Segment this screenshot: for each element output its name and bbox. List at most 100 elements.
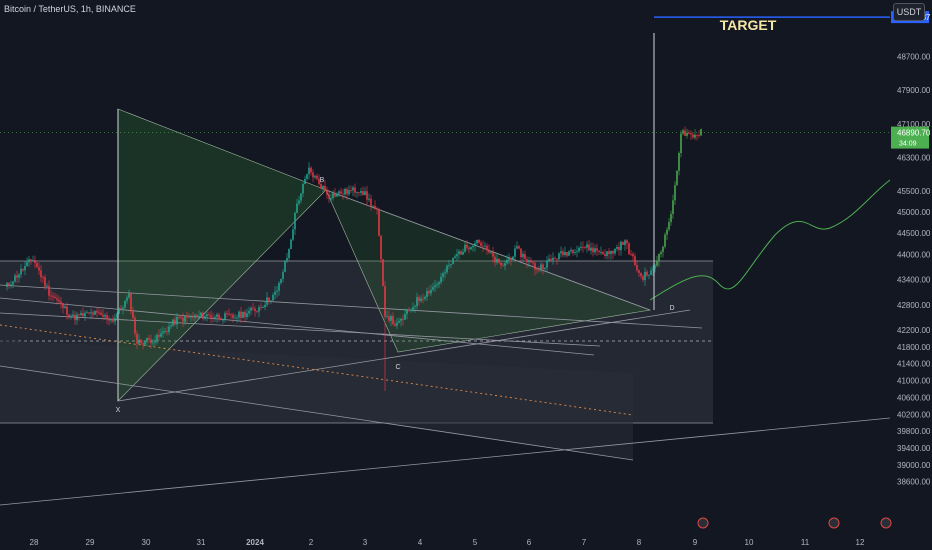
candle-body [22,268,24,271]
candle-body [280,278,282,283]
candle-body [400,318,402,321]
candle-body [442,273,444,277]
candle-body [534,263,536,270]
candle-body [578,247,580,252]
candle-body [626,240,628,244]
candle-body [248,310,250,314]
candle-body [362,190,364,196]
time-tick-label: 29 [86,538,95,547]
candle-body [674,185,676,201]
candle-body [14,275,16,282]
time-tick-label: 7 [582,538,587,547]
candle-body [446,265,448,273]
candle-body [642,276,644,281]
price-tick-label: 48700.00 [897,52,931,61]
candle-body [436,284,438,286]
candle-body [182,317,184,322]
candle-body [308,167,310,175]
currency-button[interactable]: USDT [893,3,925,21]
candle-body [360,190,362,193]
candle-body [506,259,508,264]
candle-body [444,272,446,274]
candle-body [488,250,490,253]
event-icon[interactable] [828,517,840,529]
candle-body [424,296,426,299]
candle-body [158,334,160,337]
candle-body [256,310,258,312]
candle-body [602,252,604,255]
candle-body [40,270,42,278]
price-tick-label: 44000.00 [897,250,931,259]
pattern-point-label: C [395,364,400,371]
candle-body [126,297,128,301]
candle-body [680,133,682,154]
time-tick-label: 8 [637,538,642,547]
candle-body [58,299,60,302]
candle-body [36,263,38,268]
candle-body [278,282,280,291]
candle-body [552,257,554,261]
candle-body [480,242,482,246]
candle-body [434,285,436,288]
candle-body [386,316,388,318]
candle-body [668,222,670,230]
candle-body [244,311,246,317]
candle-body [518,246,520,249]
candle-body [548,258,550,261]
time-tick-label: 2024 [246,538,264,547]
candle-body [190,316,192,318]
candle-body [598,250,600,253]
price-axis[interactable]: 48700.00 47900.00 47100.00 46300.00 45500.00… [890,0,932,520]
candle-body [402,318,404,320]
candle-body [502,265,504,266]
candle-body [630,254,632,255]
candle-body [568,251,570,256]
candle-body [122,307,124,309]
drawings-layer [0,16,891,506]
candle-body [496,258,498,263]
event-icon[interactable] [697,517,709,529]
candle-body [594,248,596,253]
candle-body [332,193,334,199]
candle-body [180,317,182,318]
candle-body [662,246,664,252]
candle-body [24,266,26,271]
price-tick-label: 39000.00 [897,461,931,470]
candle-body [262,307,264,308]
candle-body [492,252,494,257]
candle-body [172,319,174,326]
time-axis[interactable]: 28 29 30 31 2024 2 3 4 5 6 7 8 9 10 11 12 [30,538,865,547]
event-icon[interactable] [880,517,892,529]
candle-body [666,229,668,235]
candle-body [686,132,688,136]
candle-body [504,263,506,266]
candle-body [8,282,10,286]
candle-body [618,246,620,251]
candle-body [102,314,104,317]
candle-body [482,245,484,247]
time-tick-label: 5 [473,538,478,547]
candle-body [546,260,548,268]
candle-body [62,303,64,308]
candle-body [672,200,674,214]
time-tick-label: 10 [745,538,754,547]
price-tick-label: 40600.00 [897,393,931,402]
price-tick-label: 41000.00 [897,377,931,386]
candle-body [194,315,196,318]
candle-body [418,297,420,301]
candle-body [88,312,90,314]
candle-body [324,185,326,191]
price-tick-label: 38600.00 [897,478,931,487]
price-tick-label: 41400.00 [897,360,931,369]
candle-body [692,134,694,138]
candle-body [166,331,168,333]
candle-body [288,248,290,258]
candle-body [640,273,642,277]
trend-line [0,417,891,506]
candle-body [428,291,430,294]
price-tick-label: 45500.00 [897,187,931,196]
countdown-text: 34:09 [899,141,917,148]
candle-body [352,187,354,191]
candle-body [458,251,460,255]
